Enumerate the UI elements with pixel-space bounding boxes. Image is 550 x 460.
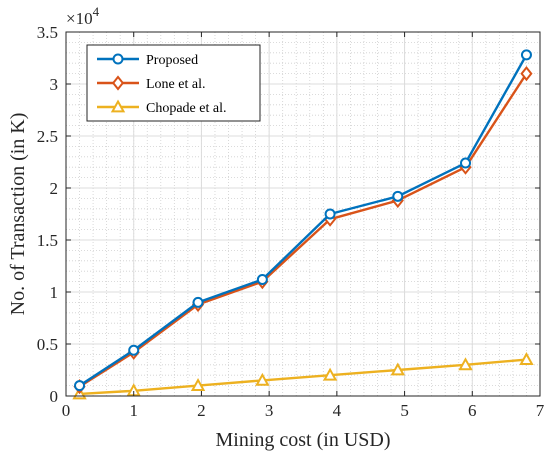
axis-ticks [65,31,541,397]
x-tick-label: 2 [197,401,206,420]
data-point-lone-et-al [520,65,533,82]
data-point-chopade-et-al [390,362,405,376]
data-point-proposed [192,296,204,308]
series-proposed [74,49,532,392]
legend-label-lone-et-al: Lone et al. [146,77,205,92]
x-tick-label: 4 [333,401,342,420]
legend-marker-proposed [112,53,124,65]
series-line-proposed [78,54,528,387]
data-point-chopade-et-al [519,352,534,365]
y-tick-label: 1 [50,283,59,302]
x-tick-label: 6 [468,401,477,420]
series-line-lone-et-al [78,72,528,388]
data-point-proposed [128,344,140,356]
data-point-proposed [324,208,336,220]
y-exponent-label: ×104 [66,4,100,28]
x-tick-label: 3 [265,401,274,420]
legend-entry-chopade-et-al: Chopade et al. [97,99,226,116]
data-point-chopade-et-al [255,372,270,386]
series-line-chopade-et-al [79,358,527,396]
y-tick-label: 2 [50,179,59,198]
x-axis-title: Mining cost (in USD) [216,429,391,451]
x-tick-label: 5 [400,401,409,420]
x-tick-label: 7 [536,401,545,420]
data-point-proposed [520,49,532,61]
y-tick-label: 3.5 [37,23,58,42]
y-tick-label: 1.5 [37,231,58,250]
y-tick-label: 3 [50,75,59,94]
y-tick-label: 2.5 [37,127,58,146]
legend-label-chopade-et-al: Chopade et al. [146,101,226,116]
legend-entry-lone-et-al: Lone et al. [97,75,205,92]
plot-frame [65,31,541,397]
data-point-proposed [460,157,472,169]
data-point-chopade-et-al [322,367,338,381]
data-point-proposed [74,380,86,392]
x-tick-label: 1 [129,401,138,420]
x-tick-labels: 0 1 2 3 4 5 6 7 [62,401,545,420]
y-axis-title: No. of Transaction (in K) [7,113,29,316]
legend-entry-proposed: Proposed [97,53,198,68]
data-point-proposed [256,274,268,286]
data-point-chopade-et-al [458,357,473,371]
y-tick-label: 0 [50,387,59,406]
legend: Proposed Lone et al. Chopade et al. [86,44,261,122]
data-point-proposed [392,190,404,202]
y-tick-labels: 0 0.5 1 1.5 2 2.5 3 3.5 [37,23,58,406]
legend-marker-chopade-et-al [110,99,126,113]
legend-marker-lone-et-al [111,75,125,91]
legend-label-proposed: Proposed [146,53,198,68]
y-tick-label: 0.5 [37,335,58,354]
x-tick-label: 0 [62,401,71,420]
data-point-chopade-et-al [190,378,206,391]
